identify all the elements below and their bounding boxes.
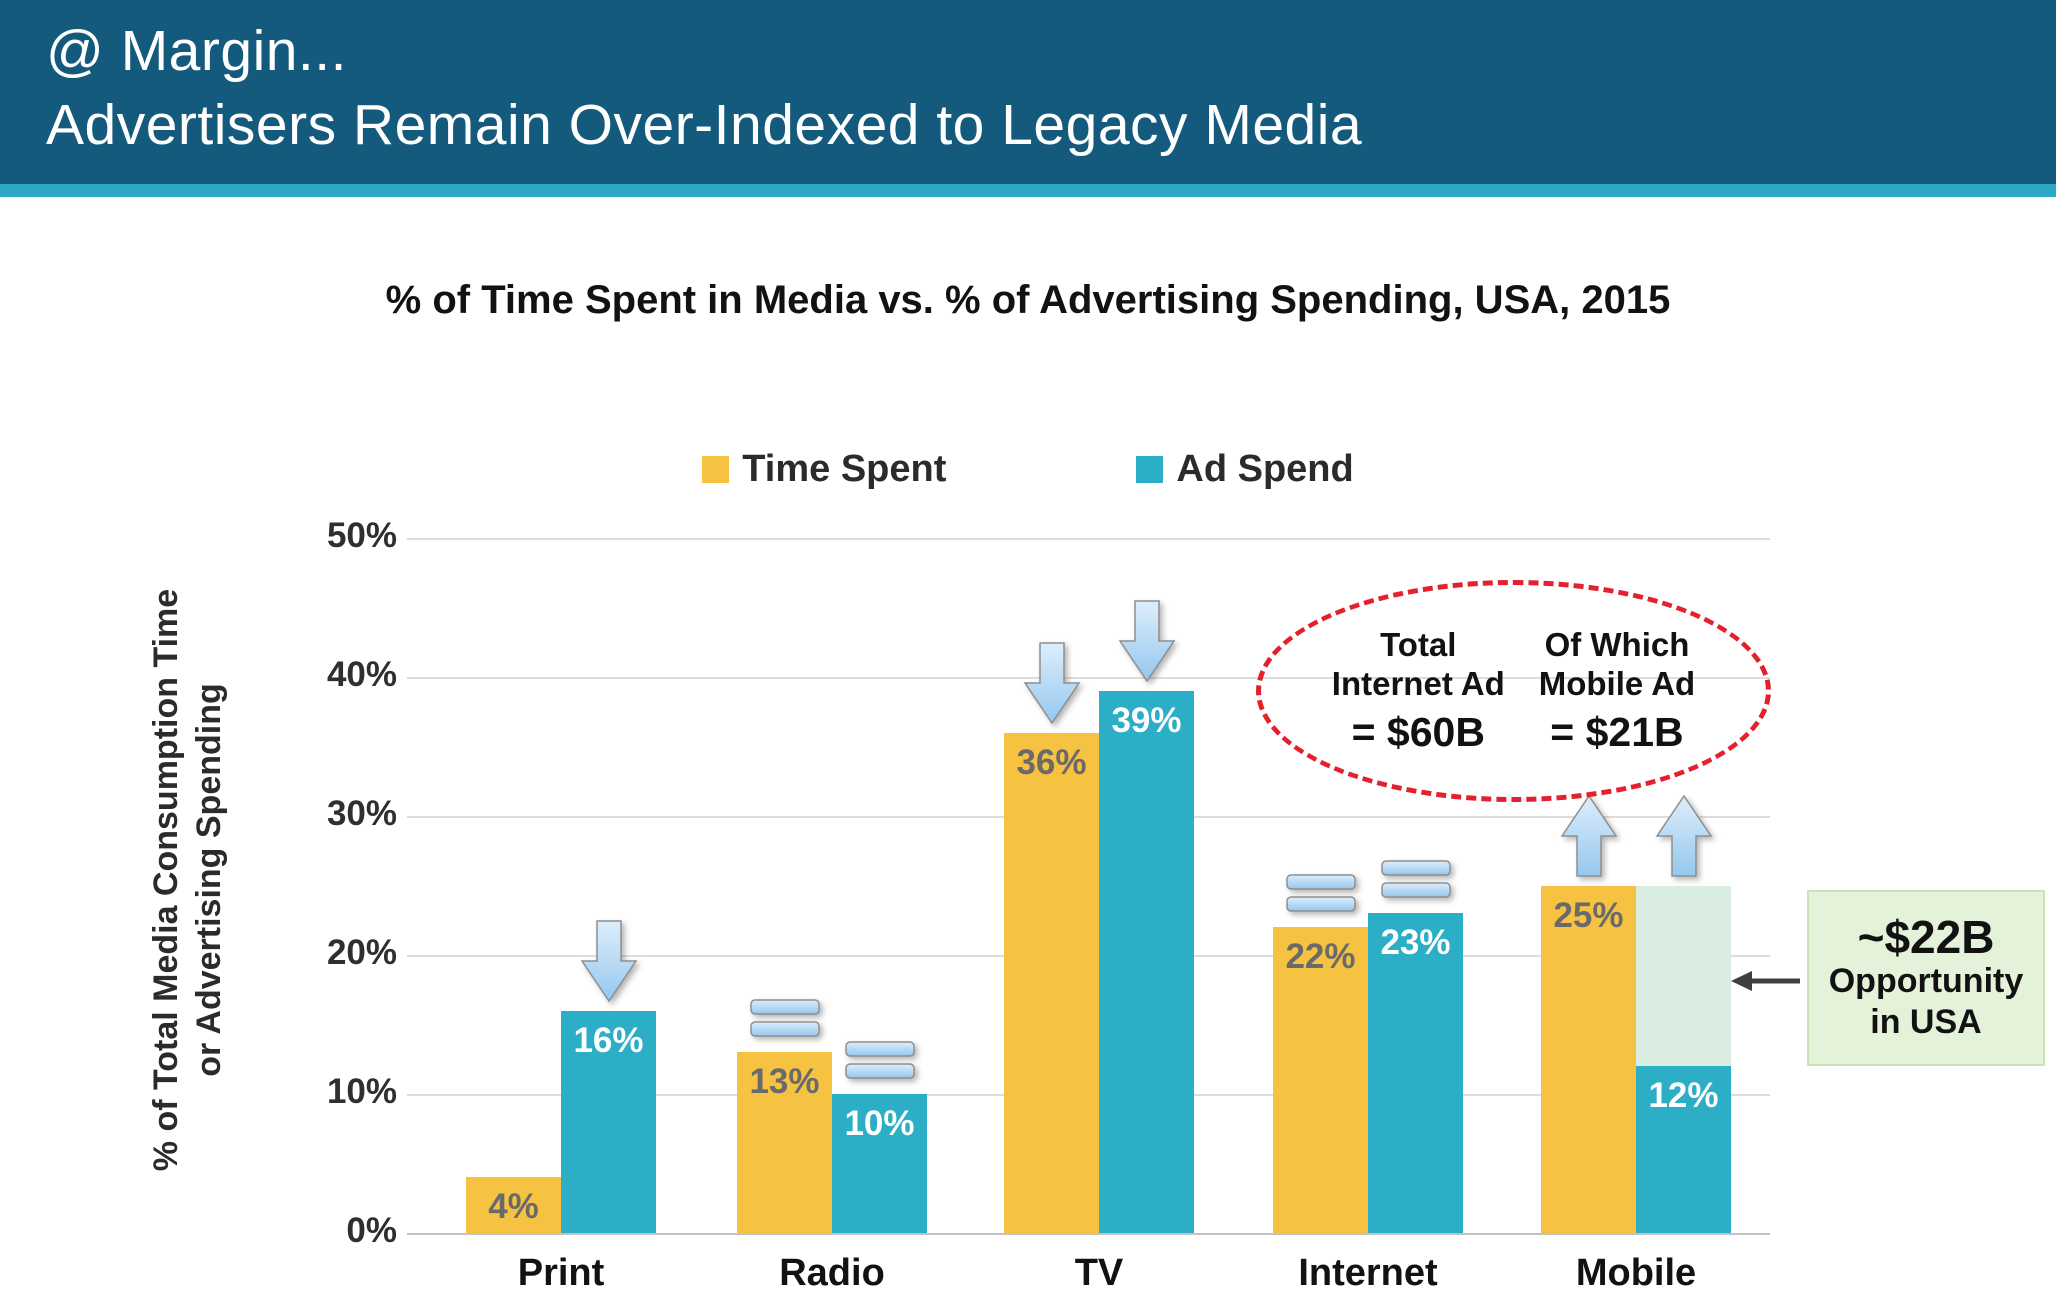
bar-value-label: 36% bbox=[1016, 742, 1087, 782]
header-line2: Advertisers Remain Over-Indexed to Legac… bbox=[46, 93, 1363, 158]
category-label-tv: TV bbox=[1074, 1252, 1124, 1294]
bar-mobile-time-spent: 25% bbox=[1541, 885, 1636, 1233]
bar-value-label: 25% bbox=[1553, 895, 1624, 935]
y-axis-label-line1: % of Total Media Consumption Time bbox=[147, 588, 185, 1172]
callout-left-title1: Total bbox=[1380, 625, 1457, 663]
y-tick-30%: 30% bbox=[326, 794, 397, 833]
equals-icon bbox=[843, 1038, 917, 1087]
bar-value-label: 39% bbox=[1111, 700, 1182, 740]
legend-swatch-icon bbox=[1136, 456, 1164, 483]
header-accent-strip bbox=[0, 184, 2056, 197]
internet-ad-callout: Total Internet Ad = $60B Of Which Mobile… bbox=[1256, 580, 1771, 802]
equals-icon bbox=[1379, 857, 1453, 906]
down-arrow-icon bbox=[580, 919, 638, 1008]
bar-mobile-ad-spend: 12% bbox=[1636, 1066, 1731, 1233]
category-label-print: Print bbox=[517, 1252, 605, 1294]
bar-value-label: 10% bbox=[844, 1104, 915, 1143]
legend-label: Ad Spend bbox=[1176, 448, 1354, 490]
callout-right-title2: Mobile Ad bbox=[1538, 664, 1696, 702]
slide-header: @ Margin... Advertisers Remain Over-Inde… bbox=[0, 0, 2056, 184]
equals-icon bbox=[748, 996, 822, 1045]
y-tick-0%: 0% bbox=[346, 1211, 397, 1250]
gridline-0% bbox=[407, 1233, 1770, 1235]
bar-value-label: 4% bbox=[488, 1187, 539, 1227]
equals-icon bbox=[1284, 871, 1358, 920]
header-line1: @ Margin... bbox=[46, 19, 347, 83]
bar-radio-ad-spend: 10% bbox=[832, 1094, 927, 1233]
legend-swatch-icon bbox=[702, 456, 730, 483]
bar-mobile-opportunity-ghost bbox=[1636, 885, 1731, 1067]
callout-right-title1: Of Which bbox=[1544, 625, 1690, 663]
y-tick-40%: 40% bbox=[326, 655, 397, 694]
internet-ad-callout-right: Of Which Mobile Ad = $21B bbox=[1539, 626, 1695, 757]
y-tick-50%: 50% bbox=[326, 516, 397, 555]
legend-label: Time Spent bbox=[742, 448, 947, 490]
bar-print-time-spent: 4% bbox=[466, 1177, 561, 1233]
bar-value-label: 22% bbox=[1285, 937, 1356, 977]
legend-item-0: Time Spent bbox=[702, 448, 946, 491]
callout-left-value: = $60B bbox=[1351, 709, 1485, 756]
opportunity-amount: ~$22B bbox=[1857, 911, 1995, 964]
y-tick-20%: 20% bbox=[326, 933, 397, 972]
gridline-40% bbox=[407, 677, 1770, 679]
bar-value-label: 23% bbox=[1380, 923, 1451, 963]
opportunity-line2: Opportunity bbox=[1828, 962, 2024, 1001]
left-arrow-icon bbox=[1731, 971, 1800, 991]
y-axis-label-line2: or Advertising Spending bbox=[189, 683, 228, 1077]
bar-print-ad-spend: 16% bbox=[561, 1010, 656, 1233]
category-label-mobile: Mobile bbox=[1575, 1252, 1697, 1294]
bar-tv-ad-spend: 39% bbox=[1099, 690, 1194, 1233]
bar-radio-time-spent: 13% bbox=[737, 1052, 832, 1233]
up-arrow-icon bbox=[1560, 794, 1618, 883]
callout-left-title2: Internet Ad bbox=[1331, 664, 1505, 702]
bar-value-label: 16% bbox=[573, 1020, 644, 1060]
opportunity-line3: in USA bbox=[1870, 1003, 1982, 1042]
chart-title: % of Time Spent in Media vs. % of Advert… bbox=[385, 278, 1671, 322]
bar-tv-time-spent: 36% bbox=[1004, 732, 1099, 1233]
internet-ad-callout-left: Total Internet Ad = $60B bbox=[1332, 626, 1505, 757]
bar-value-label: 12% bbox=[1648, 1076, 1719, 1116]
opportunity-box: ~$22B Opportunity in USA bbox=[1807, 890, 2045, 1066]
y-axis-label: % of Total Media Consumption Time or Adv… bbox=[145, 520, 235, 1240]
bar-internet-time-spent: 22% bbox=[1273, 927, 1368, 1233]
down-arrow-icon bbox=[1023, 641, 1081, 730]
bar-value-label: 13% bbox=[749, 1062, 820, 1102]
category-label-internet: Internet bbox=[1298, 1252, 1438, 1294]
callout-right-value: = $21B bbox=[1550, 709, 1684, 756]
down-arrow-icon bbox=[1118, 599, 1176, 688]
bar-internet-ad-spend: 23% bbox=[1368, 913, 1463, 1233]
category-label-radio: Radio bbox=[779, 1252, 885, 1294]
up-arrow-icon bbox=[1655, 794, 1713, 883]
chart-legend: Time Spent Ad Spend bbox=[0, 448, 2056, 491]
legend-item-1: Ad Spend bbox=[1136, 448, 1354, 491]
gridline-50% bbox=[407, 538, 1770, 540]
y-tick-10%: 10% bbox=[326, 1072, 397, 1111]
